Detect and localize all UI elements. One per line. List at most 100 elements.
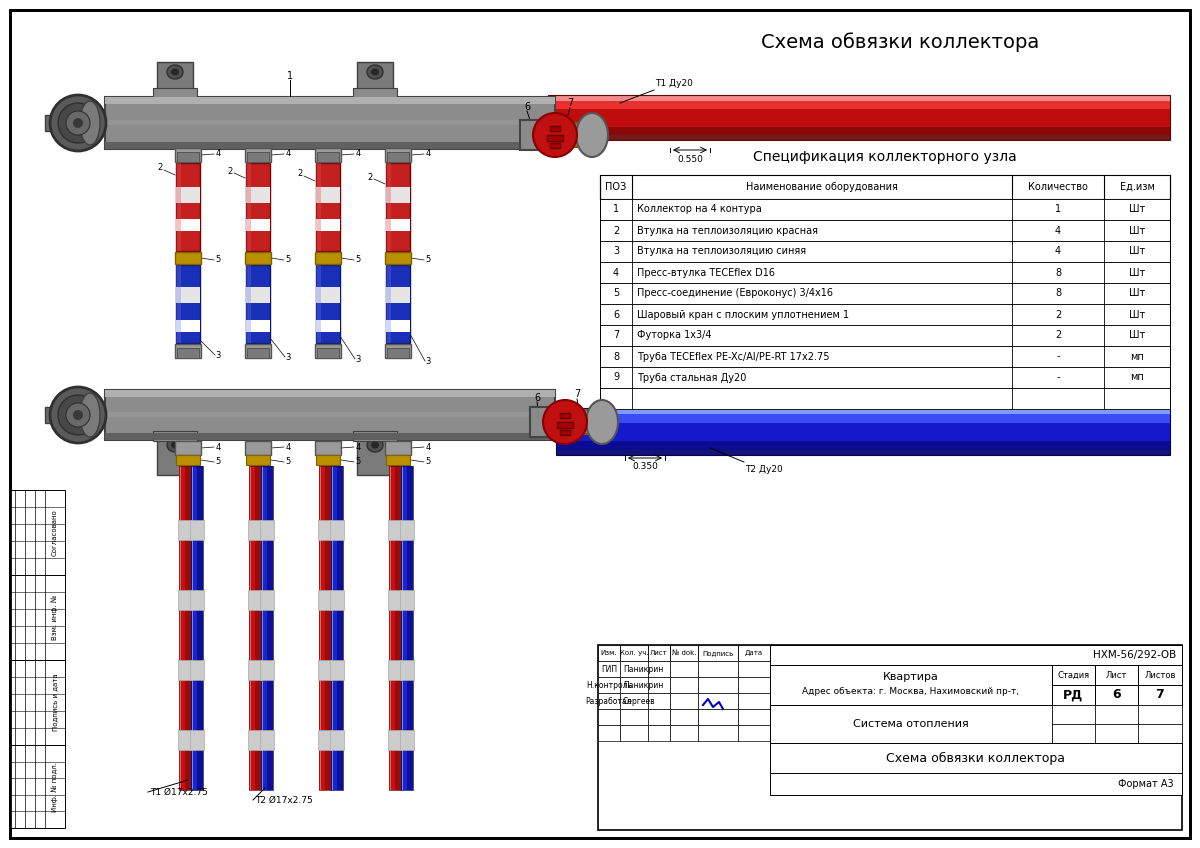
Bar xyxy=(316,455,340,465)
Bar xyxy=(547,135,563,141)
Bar xyxy=(556,441,1170,442)
Bar xyxy=(1138,685,1182,705)
Bar xyxy=(548,121,1170,122)
Bar xyxy=(316,265,322,343)
Text: 2: 2 xyxy=(1055,331,1061,341)
Bar xyxy=(358,62,394,102)
Bar xyxy=(556,429,1170,430)
Text: 7: 7 xyxy=(566,98,574,108)
Bar xyxy=(557,422,574,428)
Text: Пресс-втулка TECEflex D16: Пресс-втулка TECEflex D16 xyxy=(637,267,775,277)
Bar xyxy=(550,126,560,131)
Bar xyxy=(770,645,1182,665)
Bar xyxy=(353,88,397,98)
Bar xyxy=(316,163,340,251)
Bar xyxy=(738,661,770,677)
Bar xyxy=(106,97,554,104)
Bar xyxy=(648,725,670,741)
Bar xyxy=(106,412,554,417)
Bar xyxy=(260,730,274,750)
Ellipse shape xyxy=(73,118,83,128)
Bar xyxy=(556,414,1170,415)
Bar xyxy=(190,730,204,750)
Bar xyxy=(388,590,402,610)
Bar xyxy=(318,590,332,610)
Bar xyxy=(316,320,340,332)
Bar xyxy=(648,709,670,725)
Bar xyxy=(176,163,200,251)
Bar xyxy=(318,520,332,540)
Bar xyxy=(556,413,1170,414)
Bar xyxy=(548,108,1170,109)
Text: 4: 4 xyxy=(425,148,431,158)
Bar xyxy=(250,466,262,790)
Bar xyxy=(1138,724,1182,743)
Bar xyxy=(106,120,554,125)
Text: 1: 1 xyxy=(613,204,619,215)
Bar xyxy=(176,455,200,465)
Bar xyxy=(385,148,410,162)
Bar xyxy=(1052,665,1096,685)
Bar xyxy=(314,441,341,455)
Bar xyxy=(578,410,596,434)
Bar xyxy=(548,96,1170,97)
Text: Стадия: Стадия xyxy=(1057,671,1090,679)
Bar xyxy=(548,116,1170,117)
Text: 0.550: 0.550 xyxy=(677,155,703,164)
Bar xyxy=(648,693,670,709)
Bar xyxy=(353,431,397,441)
Bar xyxy=(176,287,200,303)
Bar xyxy=(386,265,391,343)
Ellipse shape xyxy=(586,400,618,444)
Bar xyxy=(548,110,1170,111)
Bar xyxy=(548,99,1170,100)
Bar xyxy=(548,97,1170,98)
Bar xyxy=(389,466,401,790)
Text: 0.350: 0.350 xyxy=(632,462,658,471)
Bar xyxy=(698,677,738,693)
Text: 2: 2 xyxy=(367,172,373,181)
Text: 1: 1 xyxy=(1055,204,1061,215)
Text: Втулка на теплоизоляцию красная: Втулка на теплоизоляцию красная xyxy=(637,226,818,236)
Bar xyxy=(548,135,1170,136)
Text: Количество: Количество xyxy=(1028,182,1088,192)
Bar xyxy=(548,138,1170,139)
Text: Система отопления: Система отопления xyxy=(853,719,968,729)
Bar xyxy=(247,152,269,162)
Bar xyxy=(314,344,341,358)
Text: Изм.: Изм. xyxy=(601,650,617,656)
Text: 4: 4 xyxy=(355,443,361,451)
Bar xyxy=(248,590,262,610)
Bar xyxy=(190,590,204,610)
Ellipse shape xyxy=(172,442,179,449)
Bar xyxy=(556,425,1170,426)
Bar xyxy=(556,426,1170,427)
Bar xyxy=(106,97,554,149)
Bar xyxy=(548,117,1170,118)
Bar xyxy=(548,107,1170,108)
Bar xyxy=(548,98,1170,99)
Bar xyxy=(556,438,1170,439)
Ellipse shape xyxy=(50,95,106,151)
Bar xyxy=(548,100,1170,101)
Bar xyxy=(556,409,1170,410)
Bar xyxy=(154,431,197,441)
Bar xyxy=(698,709,738,725)
Bar xyxy=(386,348,409,358)
Bar xyxy=(598,725,620,741)
Bar xyxy=(385,441,410,455)
Text: Наименование оборудования: Наименование оборудования xyxy=(746,182,898,192)
Text: Втулка на теплоизоляцию синяя: Втулка на теплоизоляцию синяя xyxy=(637,247,806,256)
Bar xyxy=(400,660,414,680)
Text: 5: 5 xyxy=(215,255,221,265)
Bar xyxy=(556,437,1170,438)
Bar xyxy=(400,730,414,750)
Bar xyxy=(548,127,1170,128)
Bar xyxy=(670,645,698,661)
Bar xyxy=(1096,685,1138,705)
Bar xyxy=(548,104,1170,105)
Bar xyxy=(556,431,1170,432)
Text: № dok.: № dok. xyxy=(672,650,696,656)
Text: -: - xyxy=(1056,352,1060,361)
Bar xyxy=(548,123,1170,124)
